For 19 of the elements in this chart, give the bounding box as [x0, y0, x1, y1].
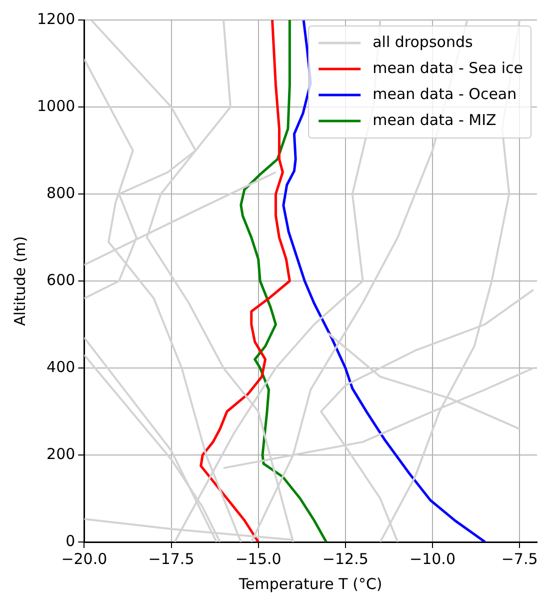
x-tick-label: −12.5 — [322, 550, 368, 568]
legend-label: mean data - MIZ — [372, 110, 496, 129]
y-tick-label: 1000 — [36, 96, 76, 115]
y-tick-label: 400 — [46, 358, 76, 376]
y-axis-title: Altitude (m) — [10, 236, 29, 326]
y-tick-label: 0 — [66, 532, 76, 550]
x-tick-label: −15.0 — [235, 550, 282, 568]
y-tick-label: 600 — [46, 270, 76, 289]
x-tick-label: −17.5 — [148, 550, 194, 568]
legend-label: mean data - Ocean — [372, 84, 517, 103]
y-tick-label: 200 — [46, 444, 76, 463]
legend-label: mean data - Sea ice — [372, 58, 524, 77]
x-tick-label: −20.0 — [61, 550, 108, 568]
legend-label: all dropsonds — [372, 32, 473, 51]
y-tick-label: 800 — [46, 184, 76, 202]
x-tick-label: −7.5 — [501, 550, 538, 568]
x-tick-label: −10.0 — [410, 550, 456, 568]
y-tick-label: 1200 — [36, 10, 76, 28]
x-axis-title: Temperature T (°C) — [238, 574, 382, 593]
